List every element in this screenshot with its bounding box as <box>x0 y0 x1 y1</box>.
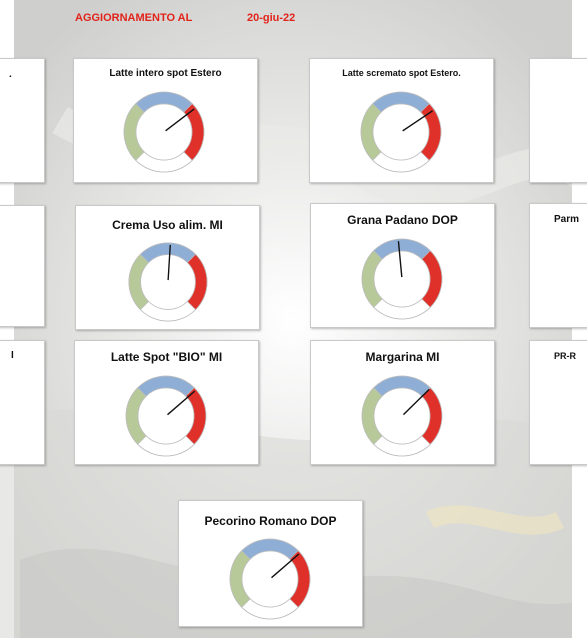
gauge-card-partial-left-1[interactable]: . <box>0 58 45 183</box>
gauge-chart <box>229 538 311 620</box>
gauge-outline <box>360 91 442 173</box>
update-label: AGGIORNAMENTO AL <box>75 12 193 24</box>
gauge-chart <box>360 91 442 173</box>
gauge-needle <box>165 108 195 132</box>
gauge-chart <box>123 91 205 173</box>
card-title: Latte scremato spot Estero. <box>342 68 461 78</box>
gauge-needle <box>271 553 300 579</box>
card-title: Crema Uso alim. MI <box>112 218 223 232</box>
gauge-inner <box>140 254 196 310</box>
gauge-card-margarina[interactable]: Margarina MI <box>310 340 495 465</box>
gauge-card-latte-intero[interactable]: Latte intero spot Estero <box>73 58 258 183</box>
gauge-needle <box>402 110 433 132</box>
update-date: 20-giu-22 <box>247 12 296 24</box>
gauge-card-latte-bio[interactable]: Latte Spot "BIO" MI <box>74 340 259 465</box>
gauge-outline <box>128 242 208 322</box>
gauge-card-partial-right-1[interactable] <box>529 58 587 183</box>
update-header: AGGIORNAMENTO AL 20-giu-22 <box>75 12 295 24</box>
gauge-needle <box>397 241 403 278</box>
gauge-needle <box>167 244 171 281</box>
card-title: Pecorino Romano DOP <box>204 514 337 528</box>
gauge-chart <box>125 375 207 457</box>
gauge-outline <box>125 375 207 457</box>
gauge-chart <box>361 375 443 457</box>
gauge-outline <box>229 538 311 620</box>
gauge-outline <box>123 91 205 173</box>
gauge-needle <box>167 390 196 416</box>
gauge-inner <box>372 103 430 161</box>
card-title: Margarina MI <box>365 350 440 364</box>
gauge-card-partial-left-2[interactable] <box>0 205 45 327</box>
gauge-inner <box>241 550 299 608</box>
gauge-inner <box>135 103 193 161</box>
gauge-inner <box>373 250 431 308</box>
card-title: I <box>11 350 14 361</box>
card-title: Grana Padano DOP <box>347 213 458 227</box>
gauge-card-parmigiano-partial[interactable]: Parm <box>529 203 587 328</box>
gauge-chart <box>128 242 208 322</box>
card-title: . <box>9 69 12 80</box>
gauge-card-grana-padano[interactable]: Grana Padano DOP <box>310 203 495 328</box>
gauge-chart <box>361 238 443 320</box>
gauge-card-pecorino[interactable]: Pecorino Romano DOP <box>178 500 363 627</box>
gauge-outline <box>361 375 443 457</box>
card-title: Latte intero spot Estero <box>109 68 222 79</box>
card-title: Parm <box>554 214 580 225</box>
gauge-card-pr-reggiano-partial[interactable]: PR-R <box>529 340 587 465</box>
gauge-card-partial-left-3[interactable]: I <box>0 340 45 465</box>
gauge-needle <box>402 388 430 416</box>
gauge-outline <box>361 238 443 320</box>
gauge-inner <box>137 387 195 445</box>
card-title: Latte Spot "BIO" MI <box>110 350 223 364</box>
card-title: PR-R <box>554 351 576 361</box>
gauge-card-crema[interactable]: Crema Uso alim. MI <box>75 205 260 330</box>
gauge-card-latte-scremato[interactable]: Latte scremato spot Estero. <box>309 58 494 183</box>
